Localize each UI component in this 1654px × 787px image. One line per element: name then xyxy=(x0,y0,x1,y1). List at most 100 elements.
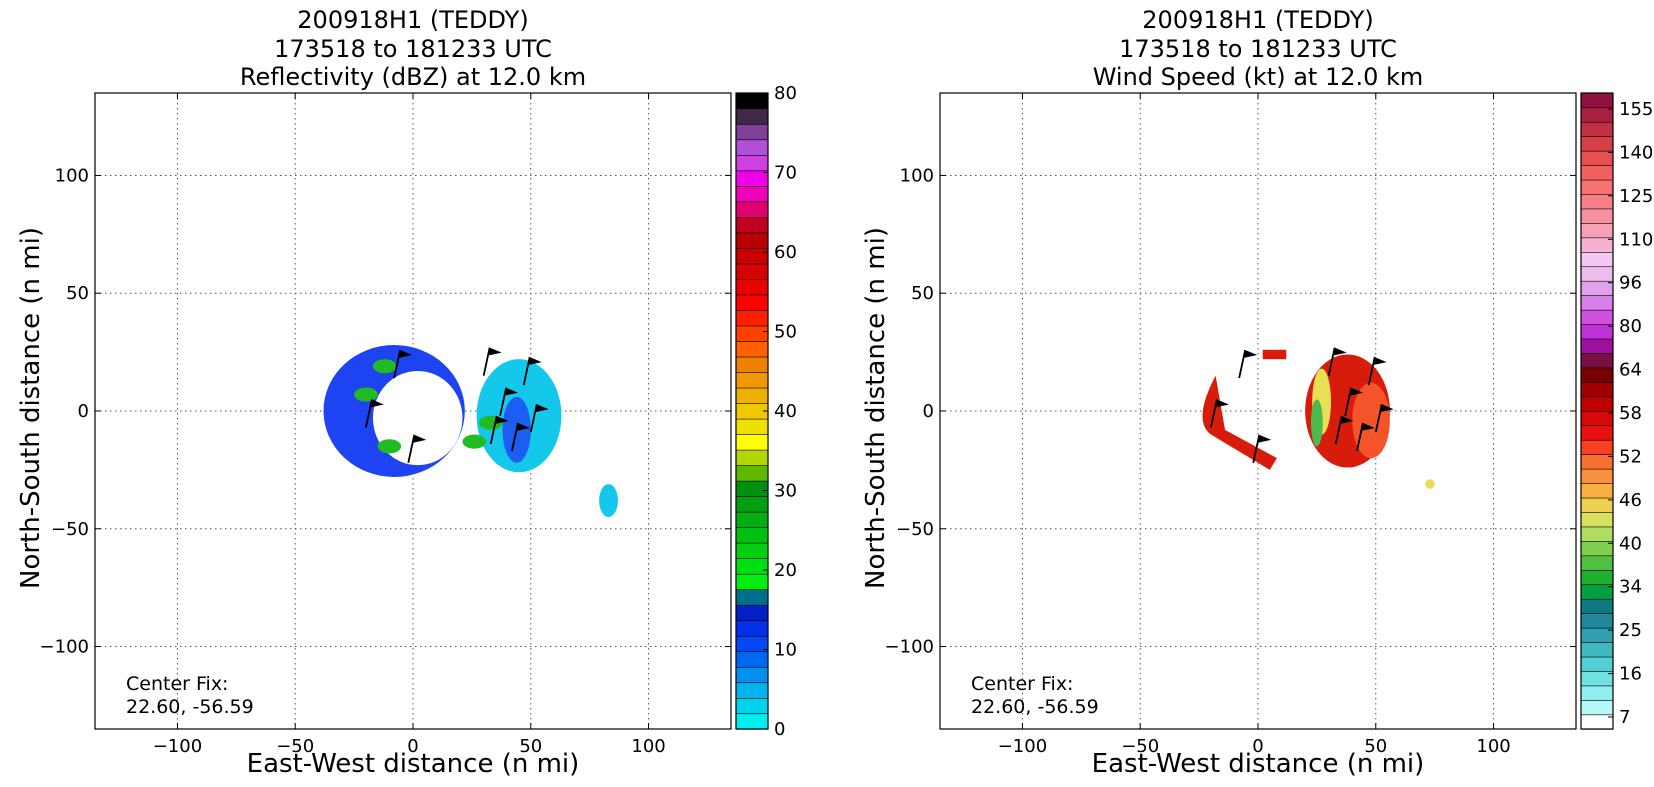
x-tick-label: 100 xyxy=(631,736,665,757)
wind-outlier-point xyxy=(1425,479,1435,489)
wind-barb xyxy=(1374,404,1394,433)
colorbar-tick-label: 70 xyxy=(774,163,797,184)
colorbar-swatch xyxy=(1580,295,1614,311)
y-tick-label: −100 xyxy=(885,637,934,658)
colorbar-swatch xyxy=(735,573,769,590)
colorbar-swatch xyxy=(735,527,769,544)
barb-flag xyxy=(1214,399,1229,408)
x-axis: −100 −50 0 50 100 xyxy=(153,93,666,757)
colorbar-swatch xyxy=(1580,656,1614,672)
colorbar-swatch xyxy=(735,278,769,296)
y-axis: −100 −50 0 50 100 xyxy=(885,165,1576,658)
colorbar-swatch xyxy=(735,697,769,715)
barb-flag xyxy=(527,357,542,366)
colorbar-swatch xyxy=(735,263,769,280)
colorbar-tick-label: 34 xyxy=(1619,577,1642,598)
chart-title: 200918H1 (TEDDY) 173518 to 181233 UTC Wi… xyxy=(940,6,1576,92)
colorbar-tick-label: 60 xyxy=(774,242,797,263)
y-axis-label: North-South distance (n mi) xyxy=(16,227,46,589)
colorbar-swatch xyxy=(1580,150,1614,166)
colorbar-swatch xyxy=(1580,685,1614,701)
colorbar-swatch xyxy=(735,542,769,559)
colorbar-swatch xyxy=(1580,352,1614,369)
colorbar-swatch xyxy=(1580,266,1614,282)
colorbar-tick-label: 58 xyxy=(1619,403,1642,424)
colorbar-swatch xyxy=(1580,107,1614,123)
barb-flag xyxy=(398,350,413,359)
colorbar: 0 10 20 30 40 50 60 70 80 xyxy=(735,83,797,740)
data-field xyxy=(323,345,618,517)
x-tick-label: 50 xyxy=(519,736,542,757)
colorbar-swatch xyxy=(1580,511,1614,528)
colorbar-swatch xyxy=(735,371,769,389)
x-tick-label: 50 xyxy=(1364,736,1387,757)
center-fix-label: Center Fix: xyxy=(126,673,229,695)
colorbar-swatch xyxy=(1580,309,1614,325)
colorbar-swatch xyxy=(735,604,769,622)
colorbar-swatch xyxy=(735,620,769,637)
colorbar-swatch xyxy=(1580,569,1614,586)
y-tick-label: 100 xyxy=(900,165,934,186)
x-tick-label: −100 xyxy=(998,736,1047,757)
colorbar-swatch xyxy=(1580,598,1614,614)
colorbar-tick-label: 10 xyxy=(774,640,797,661)
wind-region-western-arc xyxy=(1202,375,1277,470)
wind-barb xyxy=(365,399,384,428)
x-tick-label: 0 xyxy=(407,736,418,757)
barb-flag xyxy=(1339,415,1354,424)
colorbar-tick-label: 52 xyxy=(1619,446,1642,467)
colorbar-swatch xyxy=(735,185,769,203)
colorbar-swatch xyxy=(735,480,769,497)
x-tick-label: 0 xyxy=(1252,736,1263,757)
colorbar-swatch xyxy=(1580,439,1614,455)
y-axis-label: North-South distance (n mi) xyxy=(861,227,891,589)
colorbar-swatch xyxy=(1580,92,1614,109)
colorbar-swatch xyxy=(735,464,769,482)
barb-flag xyxy=(1360,423,1375,432)
barb-flag xyxy=(1243,350,1258,359)
colorbar-swatch xyxy=(735,418,769,435)
echo-patch-green xyxy=(462,434,487,449)
barb-flag xyxy=(1332,347,1347,356)
wind-barb xyxy=(529,404,549,433)
colorbar-tick-label: 125 xyxy=(1619,186,1653,207)
colorbar-swatch xyxy=(1580,179,1614,195)
colorbar-swatch xyxy=(735,558,769,575)
y-tick-label: −100 xyxy=(40,637,89,658)
colorbar-tick-label: 46 xyxy=(1619,490,1642,511)
colorbar-swatch xyxy=(1580,396,1614,412)
colorbar-tick-label: 110 xyxy=(1619,229,1653,250)
grid xyxy=(95,93,731,729)
colorbar-tick-label: 80 xyxy=(774,83,797,104)
wind-barb xyxy=(1210,399,1229,428)
wind-barb xyxy=(499,387,519,416)
colorbar-swatch xyxy=(1580,555,1614,571)
y-axis: −100 −50 0 50 100 xyxy=(40,165,731,658)
colorbar-tick-label: 140 xyxy=(1619,142,1653,163)
wind-barb xyxy=(1344,387,1364,416)
colorbar-swatch xyxy=(735,589,769,606)
wind-barbs xyxy=(365,347,549,464)
colorbar-swatch xyxy=(735,340,769,358)
title-line-storm: 200918H1 (TEDDY) xyxy=(297,6,529,34)
colorbar-swatch xyxy=(1580,482,1614,499)
colorbar-swatch xyxy=(735,682,769,699)
wind-barb xyxy=(1334,415,1354,445)
y-tick-label: 50 xyxy=(911,283,934,304)
title-line-storm: 200918H1 (TEDDY) xyxy=(1142,6,1374,34)
colorbar-tick-label: 25 xyxy=(1619,620,1642,641)
colorbar-swatch xyxy=(735,294,769,311)
barb-flag xyxy=(412,434,427,443)
wind-barb xyxy=(482,347,502,376)
colorbar-swatch xyxy=(735,201,769,218)
title-line-time: 173518 to 181233 UTC xyxy=(1119,34,1397,63)
wind-patch-green xyxy=(1311,399,1323,447)
y-tick-label: −50 xyxy=(51,519,89,540)
x-tick-label: −50 xyxy=(276,736,314,757)
colorbar-swatch xyxy=(735,123,769,141)
colorbar-swatch xyxy=(735,651,769,668)
x-tick-label: −100 xyxy=(153,736,202,757)
center-fix-value: 22.60, -56.59 xyxy=(971,696,1099,718)
echo-patch-green xyxy=(372,359,397,374)
colorbar-swatch xyxy=(1580,425,1614,441)
